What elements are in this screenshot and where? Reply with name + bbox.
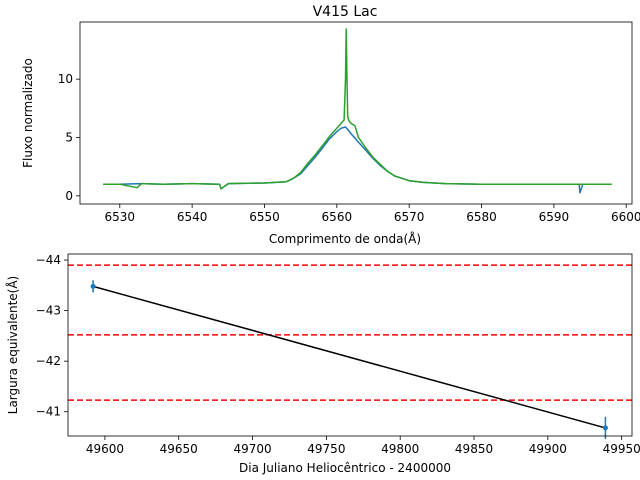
plot-frame xyxy=(79,21,633,205)
y-ticks: −41 −42 −43 −44 xyxy=(36,253,68,419)
x-tick-label: 49800 xyxy=(381,442,419,456)
fit-line-segment xyxy=(92,285,606,429)
fit-line xyxy=(92,285,606,429)
y-tick-label: −43 xyxy=(36,304,61,318)
y-tick-label: −42 xyxy=(36,354,61,368)
y-tick-label: 0 xyxy=(65,189,73,203)
x-tick-label: 6590 xyxy=(539,210,570,224)
y-tick-label: −44 xyxy=(36,253,61,267)
series-line-0 xyxy=(103,126,612,194)
y-axis-label: Largura equivalente(Å) xyxy=(5,276,20,414)
reference-lines xyxy=(68,264,632,401)
x-tick-label: 49750 xyxy=(307,442,345,456)
y-tick-label: −41 xyxy=(36,405,61,419)
x-ticks: 49600 49650 49700 49750 49800 49850 49900 49950 xyxy=(86,436,640,456)
data-points xyxy=(90,280,608,440)
x-tick-label: 49650 xyxy=(160,442,198,456)
y-tick-label: 10 xyxy=(58,72,73,86)
x-tick-label: 6600 xyxy=(611,210,640,224)
y-axis-label: Fluxo normalizado xyxy=(21,58,35,168)
x-tick-label: 6530 xyxy=(105,210,136,224)
x-tick-label: 6560 xyxy=(322,210,353,224)
series-line-1 xyxy=(103,28,612,190)
x-tick-label: 49950 xyxy=(603,442,640,456)
spectrum-panel: V415 Lac 6530 6540 6550 6560 6570 6580 6590 660… xyxy=(21,4,640,246)
x-tick-label: 6550 xyxy=(249,210,280,224)
x-tick-label: 49900 xyxy=(529,442,567,456)
x-tick-label: 6580 xyxy=(466,210,497,224)
x-tick-label: 49700 xyxy=(233,442,271,456)
equivalent-width-panel: 49600 49650 49700 49750 49800 49850 49900 49950… xyxy=(5,253,640,475)
spectrum-series xyxy=(103,28,612,194)
x-ticks: 6530 6540 6550 6560 6570 6580 6590 6600 xyxy=(105,204,640,224)
data-point xyxy=(90,283,96,289)
plot-frame xyxy=(67,253,633,437)
x-tick-label: 6570 xyxy=(394,210,425,224)
y-ticks: 0 5 10 xyxy=(58,72,80,203)
data-point xyxy=(602,425,608,431)
x-tick-label: 6540 xyxy=(177,210,208,224)
chart-title: V415 Lac xyxy=(313,4,378,20)
x-axis-label: Comprimento de onda(Å) xyxy=(269,231,421,246)
y-tick-label: 5 xyxy=(65,131,73,145)
x-axis-label: Dia Juliano Heliocêntrico - 2400000 xyxy=(239,461,451,475)
x-tick-label: 49850 xyxy=(455,442,493,456)
x-tick-label: 49600 xyxy=(86,442,124,456)
